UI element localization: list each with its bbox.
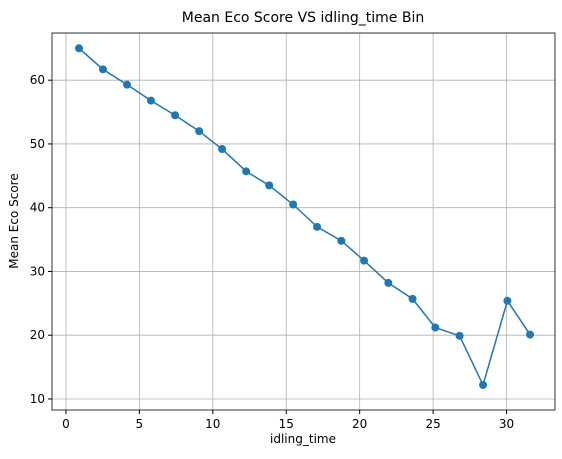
chart-title: Mean Eco Score VS idling_time Bin — [182, 10, 425, 26]
x-tick-label: 15 — [279, 417, 294, 431]
x-tick-label: 25 — [425, 417, 440, 431]
marker — [431, 323, 440, 332]
y-tick-label: 30 — [30, 264, 45, 278]
marker — [337, 236, 346, 245]
marker — [171, 111, 180, 120]
marker — [195, 127, 204, 136]
marker — [98, 65, 107, 74]
marker — [313, 222, 322, 231]
marker — [75, 44, 84, 53]
plot-frame — [51, 32, 556, 411]
marker — [455, 331, 464, 340]
marker — [242, 167, 251, 176]
y-axis-label: Mean Eco Score — [7, 173, 21, 268]
x-axis-label: idling_time — [270, 432, 336, 446]
marker — [479, 380, 488, 389]
marker — [503, 296, 512, 305]
x-tick-label: 20 — [352, 417, 367, 431]
marker — [218, 145, 227, 154]
line — [78, 47, 531, 388]
y-tick-label: 20 — [30, 328, 45, 342]
marker — [289, 200, 298, 209]
x-tick-label: 30 — [499, 417, 514, 431]
y-tick-label: 10 — [30, 392, 45, 406]
marker — [265, 181, 274, 190]
marker — [384, 278, 393, 287]
marker — [408, 294, 417, 303]
y-tick-label: 60 — [30, 73, 45, 87]
marker — [146, 96, 155, 105]
x-tick-label: 10 — [205, 417, 220, 431]
marker — [360, 256, 369, 265]
y-tick-label: 50 — [30, 137, 45, 151]
marker — [526, 330, 535, 339]
marker — [123, 80, 132, 89]
x-tick-label: 0 — [62, 417, 70, 431]
y-tick-label: 40 — [30, 201, 45, 215]
x-tick-label: 5 — [136, 417, 144, 431]
